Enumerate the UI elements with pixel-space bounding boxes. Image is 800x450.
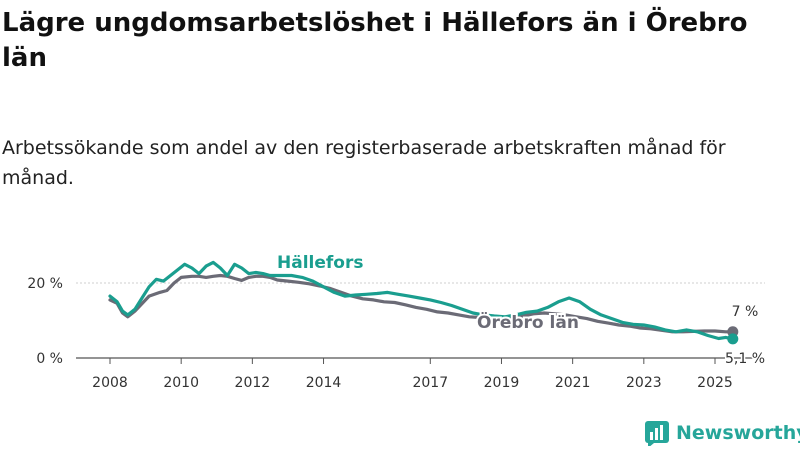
series-name-label-1: Örebro län: [477, 311, 579, 333]
x-tick-label: 2014: [306, 375, 342, 391]
x-tick-label: 2008: [92, 375, 128, 391]
series-line-0: [108, 273, 735, 334]
y-tick-label: 20 %: [27, 276, 63, 292]
x-tick-label: 2025: [697, 375, 733, 391]
brand-name: Newsworthy: [676, 422, 800, 444]
series-name-label-0: Hällefors: [277, 253, 363, 273]
newsworthy-logo: Newsworthy: [644, 420, 800, 446]
chart-subtitle: Arbetssökande som andel av den registerb…: [2, 137, 726, 189]
x-tick-label: 2010: [163, 375, 199, 391]
newsworthy-logo-icon: [645, 421, 669, 446]
x-tick-label: 2012: [235, 375, 271, 391]
series-end-value-label-0: 7 %: [732, 304, 759, 320]
chart-title: Lägre ungdomsarbetslöshet i Hällefors än…: [2, 8, 748, 73]
series-end-value-label-1: 5,1 %: [725, 351, 765, 367]
y-tick-label: 0 %: [36, 351, 63, 367]
series-line-1: [108, 260, 735, 341]
x-tick-label: 2021: [555, 375, 591, 391]
x-tick-label: 2017: [412, 375, 448, 391]
x-tick-label: 2023: [626, 375, 662, 391]
series-end-point-1: [727, 333, 739, 345]
x-tick-label: 2019: [484, 375, 520, 391]
